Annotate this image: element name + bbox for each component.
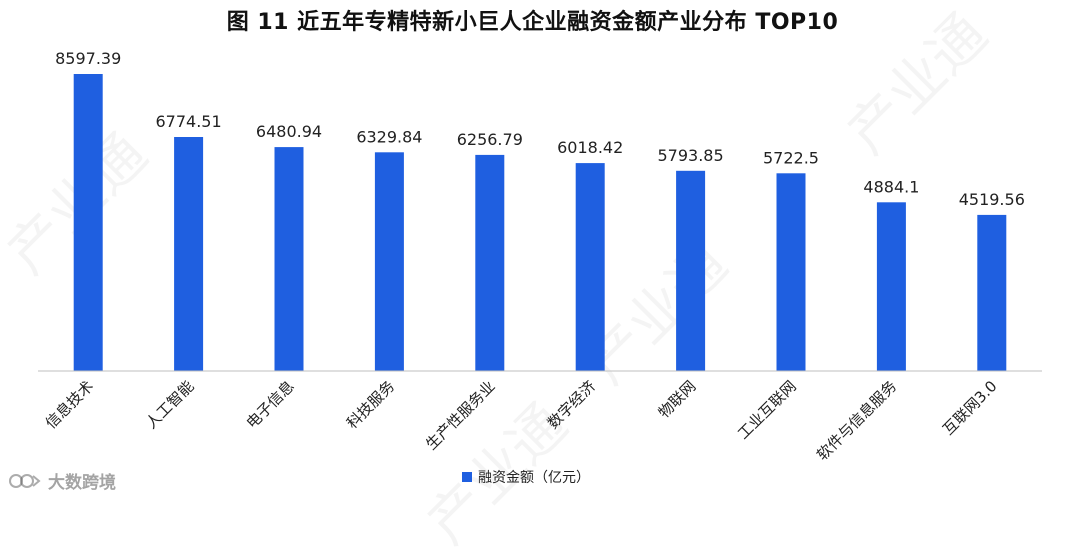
category-label-7: 物联网 [655, 377, 700, 422]
bar-3 [274, 147, 304, 371]
legend-label: 融资金额（亿元） [478, 470, 590, 486]
value-label-9: 4884.1 [863, 177, 919, 196]
bar-6 [575, 163, 605, 371]
chart-title: 图 11 近五年专精特新小巨人企业融资金额产业分布 TOP10 [226, 10, 839, 35]
bar-9 [876, 202, 906, 371]
bar-7 [676, 170, 706, 371]
category-label-8: 工业互联网 [734, 377, 800, 443]
bar-2 [174, 137, 204, 371]
category-label-6: 数字经济 [544, 377, 599, 432]
legend-swatch [462, 472, 472, 482]
brand-logo-icon [9, 473, 41, 488]
category-label-5: 生产性服务业 [422, 377, 498, 453]
category-label-9: 软件与信息服务 [813, 377, 900, 464]
bar-8 [776, 173, 806, 371]
category-label-4: 科技服务 [343, 377, 398, 432]
chart-container: 图 11 近五年专精特新小巨人企业融资金额产业分布 TOP10 产业通 产业通 … [0, 2, 1042, 556]
bar-chart: 8597.39 6774.51 6480.94 6329.84 6256.79 6018.… [38, 49, 1042, 486]
category-label-10: 互联网3.0 [939, 377, 1000, 438]
bar-4 [374, 152, 404, 371]
bar-5 [475, 154, 505, 371]
bar-10 [977, 214, 1007, 371]
category-label-3: 电子信息 [243, 377, 298, 432]
category-label-2: 人工智能 [142, 377, 197, 432]
category-labels-layer: 信息技术 人工智能 电子信息 科技服务 生产性服务业 数字经济 物联网 工业互联网 软件与信息服… [42, 377, 1001, 464]
value-label-2: 6774.51 [156, 112, 222, 131]
value-label-4: 6329.84 [356, 127, 422, 146]
bar-1 [73, 74, 103, 371]
value-label-7: 5793.85 [658, 146, 724, 165]
brand-watermark: 大数跨境 [8, 468, 116, 493]
value-label-10: 4519.56 [959, 190, 1025, 209]
value-label-1: 8597.39 [55, 49, 121, 68]
value-label-6: 6018.42 [557, 138, 623, 157]
brand-name: 大数跨境 [48, 473, 116, 493]
value-label-8: 5722.5 [763, 148, 819, 167]
value-label-5: 6256.79 [457, 130, 523, 149]
legend: 融资金额（亿元） [462, 470, 590, 486]
bars-layer [73, 74, 1007, 371]
category-label-1: 信息技术 [42, 377, 97, 432]
value-labels-layer: 8597.39 6774.51 6480.94 6329.84 6256.79 6018.… [55, 49, 1025, 209]
value-label-3: 6480.94 [256, 122, 322, 141]
